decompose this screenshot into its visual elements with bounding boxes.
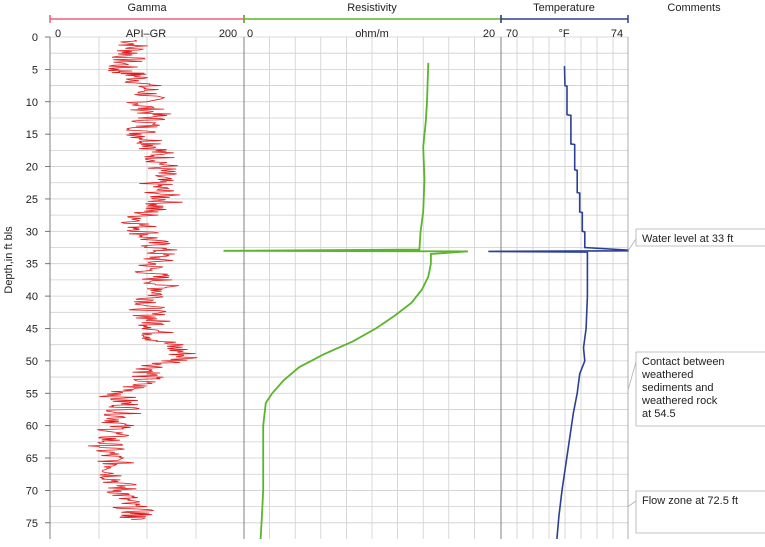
y-axis-label: Depth,in ft bls <box>3 226 15 294</box>
track-title: Comments <box>667 2 721 14</box>
temperature-max-label: 74 <box>611 28 623 40</box>
comment-leader <box>627 500 637 507</box>
comment-text: Flow zone at 72.5 ft <box>642 495 738 507</box>
temperature-series-line <box>488 66 629 540</box>
comment-bracket <box>635 228 765 247</box>
resistivity-units-label: ohm/m <box>355 28 389 40</box>
y-tick-label: 25 <box>26 194 38 206</box>
y-tick-label: 30 <box>26 226 38 238</box>
y-tick-label: 0 <box>32 32 38 44</box>
y-tick-label: 10 <box>26 97 38 109</box>
comment-leader <box>627 361 637 391</box>
comment-leader <box>627 238 637 251</box>
comment-bracket <box>635 351 765 427</box>
gamma-series-line <box>87 39 198 520</box>
comment-text: Contact between weathered sediments and wea… <box>641 356 725 420</box>
track-title: Gamma <box>127 2 167 14</box>
temperature-units-label: °F <box>558 28 569 40</box>
comment-bracket <box>635 490 765 534</box>
resistivity-series-line <box>223 62 469 540</box>
temperature-min-label: 70 <box>506 28 518 40</box>
gamma-units-label: API–GR <box>126 28 166 40</box>
y-tick-label: 50 <box>26 356 38 368</box>
y-tick-label: 75 <box>26 518 38 530</box>
track-title: Resistivity <box>347 2 397 14</box>
gamma-min-label: 0 <box>55 28 61 40</box>
y-tick-label: 35 <box>26 259 38 271</box>
y-tick-label: 60 <box>26 421 38 433</box>
gamma-max-label: 200 <box>219 28 237 40</box>
track-title: Temperature <box>533 2 595 14</box>
y-tick-label: 70 <box>26 485 38 497</box>
y-tick-label: 65 <box>26 453 38 465</box>
y-tick-label: 5 <box>32 64 38 76</box>
y-tick-label: 45 <box>26 323 38 335</box>
y-tick-label: 40 <box>26 291 38 303</box>
y-tick-label: 20 <box>26 162 38 174</box>
resistivity-min-label: 0 <box>247 28 253 40</box>
y-tick-label: 55 <box>26 388 38 400</box>
y-tick-label: 15 <box>26 129 38 141</box>
comment-text: Water level at 33 ft <box>642 233 733 245</box>
resistivity-max-label: 20 <box>483 28 495 40</box>
